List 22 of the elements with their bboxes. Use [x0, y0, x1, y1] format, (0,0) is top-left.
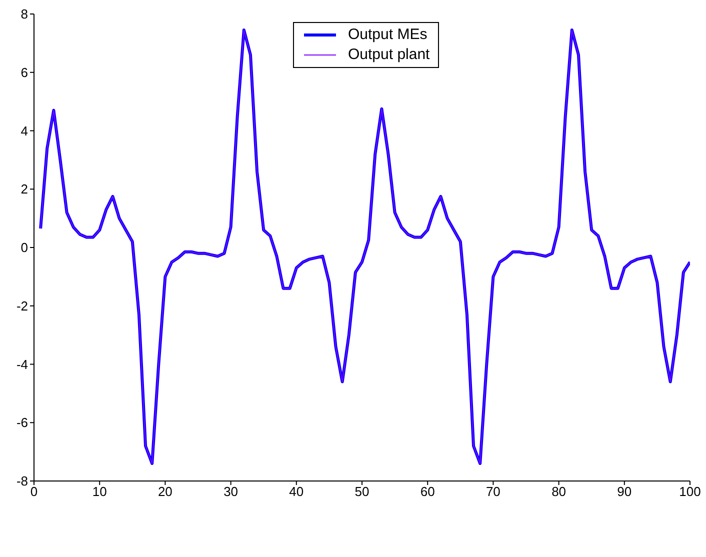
- y-tick-label: 2: [20, 182, 28, 197]
- y-tick-label: -2: [16, 298, 28, 314]
- x-tick-label: 20: [158, 484, 172, 500]
- y-tick-label: 0: [20, 240, 28, 256]
- x-tick-label: 100: [679, 484, 701, 500]
- y-tick-label: 4: [20, 123, 28, 138]
- y-tick-label: -8: [16, 474, 28, 489]
- y-tick-label: -4: [16, 356, 28, 372]
- x-tick-label: 80: [552, 484, 566, 500]
- x-tick-label: 50: [354, 484, 370, 500]
- x-tick-label: 60: [420, 484, 435, 500]
- x-tick-label: 0: [30, 484, 38, 500]
- x-tick-label: 10: [92, 484, 107, 500]
- y-tick-label: 6: [20, 64, 28, 80]
- y-tick-label: -6: [16, 415, 28, 430]
- x-tick-label: 30: [224, 484, 238, 500]
- x-tick-label: 40: [289, 484, 304, 500]
- y-tick-label: 8: [20, 6, 28, 22]
- legend-label: Output MEs: [348, 25, 428, 45]
- x-tick-label: 90: [617, 484, 632, 500]
- x-tick-label: 70: [486, 484, 500, 500]
- legend-label: Output plant: [348, 45, 430, 65]
